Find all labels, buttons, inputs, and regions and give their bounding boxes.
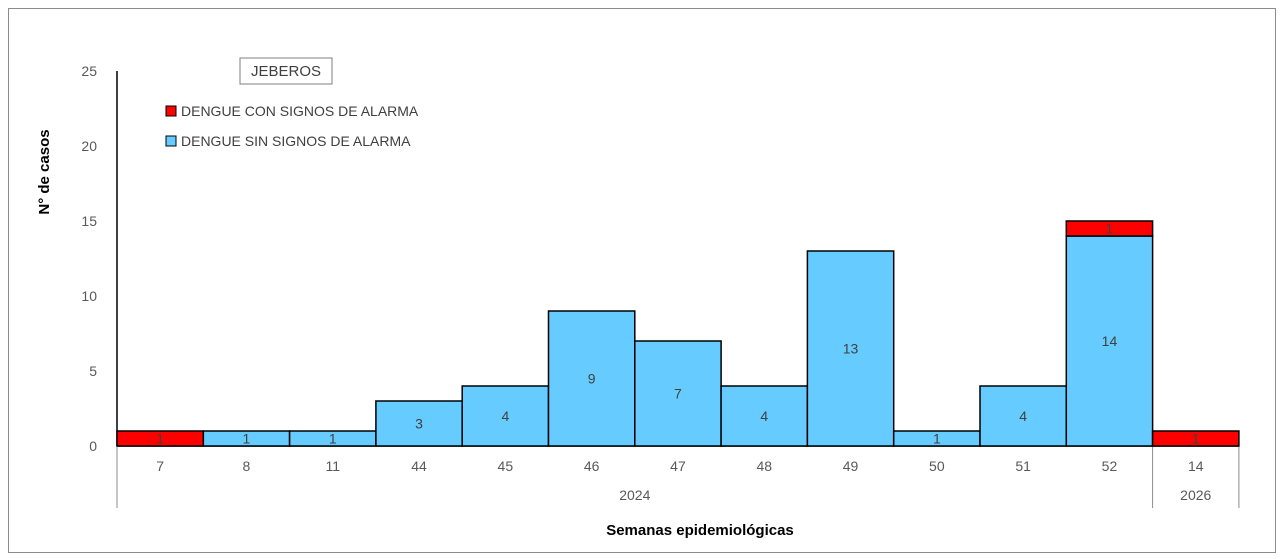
x-tick-labels: 7 8 11 44 45 46 47 48 49 50 51 52 14 [156,458,1203,474]
bar-value-label: 1 [243,431,251,447]
y-tick-label: 20 [81,138,97,154]
y-tick-labels: 0 5 10 15 20 25 [81,63,97,454]
bar-value-label: 1 [156,431,164,447]
bar-value-label: 7 [674,386,682,402]
bar-value-label: 1 [1106,221,1114,237]
legend-label: DENGUE CON SIGNOS DE ALARMA [181,103,419,119]
y-axis-title: N° de casos [36,129,53,214]
x-axis-title: Semanas epidemiológicas [606,522,794,539]
legend-swatch [165,135,177,147]
bar-segment [979,385,1068,447]
bar-segment [806,250,895,447]
x-group-label: 2026 [1180,487,1211,503]
bar-value-label: 9 [588,371,596,387]
bar-segment [1151,430,1240,447]
legend-label: DENGUE SIN SIGNOS DE ALARMA [181,133,411,149]
bar-segment [1065,235,1154,447]
bar-value-label: 1 [1192,431,1200,447]
x-tick-label: 48 [756,458,772,474]
bar-value-label: 1 [329,431,337,447]
x-tick-label: 47 [670,458,686,474]
bar-value-label: 4 [501,408,509,424]
y-tick-label: 15 [81,213,97,229]
bar-value-label: 14 [1102,333,1118,349]
y-tick-label: 10 [81,288,97,304]
y-tick-label: 5 [89,363,97,379]
legend-swatch [165,105,177,117]
x-tick-label: 7 [156,458,164,474]
x-tick-label: 8 [243,458,251,474]
bar-segment [720,385,809,447]
x-tick-label: 50 [929,458,945,474]
x-tick-label: 46 [584,458,600,474]
x-tick-label: 49 [843,458,859,474]
y-tick-label: 0 [89,438,97,454]
bar-segment [547,310,636,447]
bar-value-label: 1 [933,431,941,447]
x-tick-label: 52 [1102,458,1118,474]
x-group-labels: 2024 2026 [619,487,1211,503]
x-tick-label: 45 [498,458,514,474]
x-tick-label: 14 [1188,458,1204,474]
x-tick-label: 44 [411,458,427,474]
chart-title: JEBEROS [251,63,321,80]
chart-title-box [239,57,333,85]
chart-frame [8,8,1276,553]
bar-segment [116,430,205,447]
bar-value-label: 4 [760,408,768,424]
bar-segment [1065,220,1154,237]
x-group-label: 2024 [619,487,650,503]
bar-value-label: 13 [843,341,859,357]
bar-segment [375,400,463,447]
legend: DENGUE CON SIGNOS DE ALARMA DENGUE SIN SI… [165,103,419,149]
bars [116,220,1240,447]
x-tick-label: 11 [325,458,340,474]
bar-segment [634,340,722,447]
bar-value-label: 4 [1019,408,1027,424]
x-tick-label: 51 [1015,458,1031,474]
bar-value-label: 3 [415,416,423,432]
y-tick-label: 25 [81,63,97,79]
